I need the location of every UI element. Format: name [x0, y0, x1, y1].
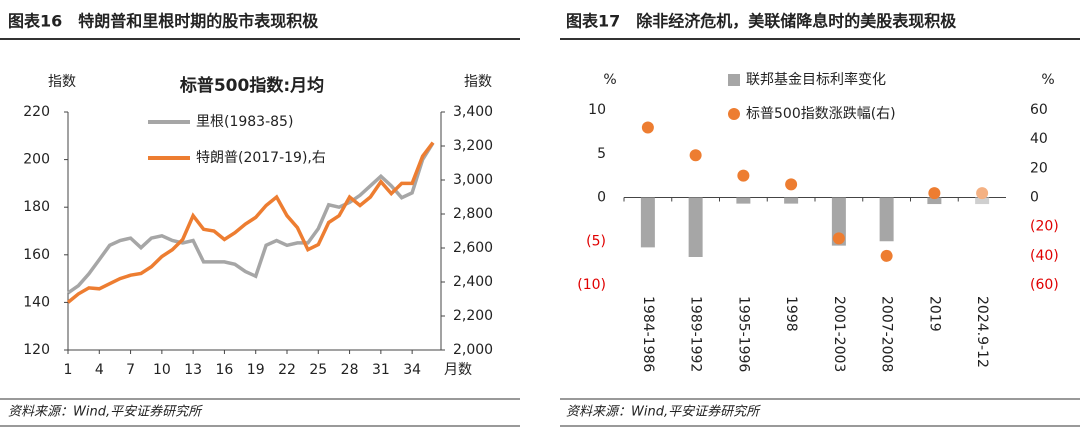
y2-tick-label: (60) — [1030, 277, 1059, 293]
dot — [880, 249, 893, 262]
line-series — [67, 141, 435, 295]
x-tick-label: 4 — [95, 362, 104, 378]
y2-tick-label: 3,200 — [453, 138, 493, 154]
y-axis-label: % — [603, 72, 616, 88]
y-tick-label: (10) — [577, 277, 606, 293]
y2-tick-label: 2,200 — [453, 308, 493, 324]
y2-tick-label: 2,400 — [453, 274, 493, 290]
legend-swatch — [728, 108, 740, 120]
y-tick-label: 5 — [597, 146, 606, 162]
legend-label: 里根(1983-85) — [196, 114, 293, 130]
x-tick-label: 16 — [216, 362, 234, 378]
bar — [879, 197, 894, 242]
y-tick-label: 120 — [23, 342, 50, 358]
y-tick-label: 160 — [23, 247, 50, 263]
y-tick-label: 140 — [23, 294, 50, 310]
y2-tick-label: 20 — [1030, 160, 1048, 176]
legend-label: 特朗普(2017-19),右 — [196, 150, 326, 166]
y2-tick-label: 0 — [1030, 190, 1039, 206]
x-tick-label: 1995-1996 — [735, 296, 751, 372]
header: 图表16 特朗普和里根时期的股市表现积极 — [8, 12, 319, 31]
y2-tick-label: 3,400 — [453, 104, 493, 120]
y2-tick-label: 2,000 — [453, 342, 493, 358]
y-tick-label: (5) — [586, 233, 606, 249]
x-tick-label: 2024.9-12 — [974, 296, 990, 368]
y2-axis-label: 指数 — [464, 74, 492, 90]
x-tick-label: 10 — [153, 362, 171, 378]
dot — [928, 187, 941, 200]
bar — [975, 197, 990, 205]
y-tick-label: 200 — [23, 152, 50, 168]
x-tick-label: 34 — [403, 362, 421, 378]
y2-tick-label: 40 — [1030, 131, 1048, 147]
x-tick-label: 1 — [64, 362, 73, 378]
x-tick-label: 1998 — [783, 296, 799, 332]
y-tick-label: 180 — [23, 199, 50, 215]
legend-label: 标普500指数涨跌幅(右) — [746, 106, 896, 122]
x-tick-label: 7 — [126, 362, 135, 378]
y2-tick-label: 3,000 — [453, 172, 493, 188]
dot — [737, 169, 750, 182]
dot — [785, 178, 798, 191]
x-tick-label: 2007-2008 — [879, 296, 895, 372]
dot — [976, 187, 989, 200]
bar — [736, 197, 751, 204]
y2-tick-label: (40) — [1030, 248, 1059, 264]
x-tick-label: 2019 — [926, 296, 942, 332]
x-tick-label: 2001-2003 — [831, 296, 847, 372]
source: 资料来源：Wind,平安证券研究所 — [566, 404, 761, 420]
x-tick-label: 22 — [278, 362, 296, 378]
y2-tick-label: 2,600 — [453, 240, 493, 256]
y2-axis-label: % — [1041, 72, 1054, 88]
y-tick-label: 0 — [597, 190, 606, 206]
legend-label: 联邦基金目标利率变化 — [746, 71, 886, 88]
dot — [689, 149, 702, 162]
dot — [641, 121, 654, 134]
dot — [832, 232, 845, 245]
x-tick-label: 31 — [372, 362, 390, 378]
line-series — [66, 141, 435, 304]
y-tick-label: 220 — [23, 104, 50, 120]
x-tick-label: 25 — [309, 362, 327, 378]
x-tick-label: 13 — [184, 362, 202, 378]
chart-title: 标普500指数:月均 — [180, 75, 324, 96]
y-axis-label: 指数 — [48, 74, 76, 90]
header: 图表17 除非经济危机，美联储降息时的美股表现积极 — [566, 12, 957, 31]
x-axis-label: 月数 — [444, 362, 472, 378]
y2-tick-label: (20) — [1030, 219, 1059, 235]
bar — [640, 197, 655, 248]
x-tick-label: 19 — [247, 362, 265, 378]
y2-tick-label: 60 — [1030, 102, 1048, 118]
x-tick-label: 1989-1992 — [688, 296, 704, 372]
bar — [784, 197, 799, 204]
y2-tick-label: 2,800 — [453, 206, 493, 222]
y-tick-label: 10 — [588, 102, 606, 118]
legend-swatch — [728, 74, 740, 86]
x-tick-label: 28 — [341, 362, 359, 378]
bar — [927, 197, 942, 205]
x-tick-label: 1984-1986 — [640, 296, 656, 372]
source: 资料来源：Wind,平安证券研究所 — [8, 404, 203, 420]
bar — [688, 197, 703, 257]
